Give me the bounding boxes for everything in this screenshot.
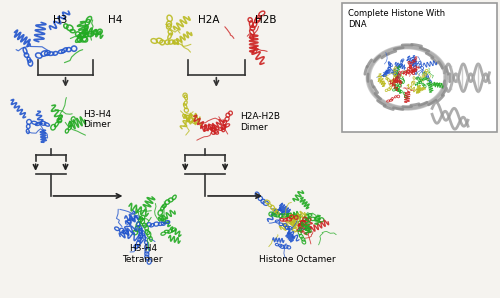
Text: H2B: H2B — [255, 15, 276, 25]
Text: Histone Octamer: Histone Octamer — [259, 255, 336, 264]
Text: Complete Histone With
DNA: Complete Histone With DNA — [348, 9, 446, 29]
Text: H3-H4
Tetramer: H3-H4 Tetramer — [122, 244, 163, 264]
FancyBboxPatch shape — [342, 3, 497, 132]
Text: H2A-H2B
Dimer: H2A-H2B Dimer — [240, 112, 280, 131]
Text: H2A: H2A — [198, 15, 219, 25]
Text: H3: H3 — [53, 15, 68, 25]
Text: H3-H4
Dimer: H3-H4 Dimer — [83, 110, 111, 129]
Text: H4: H4 — [108, 15, 122, 25]
